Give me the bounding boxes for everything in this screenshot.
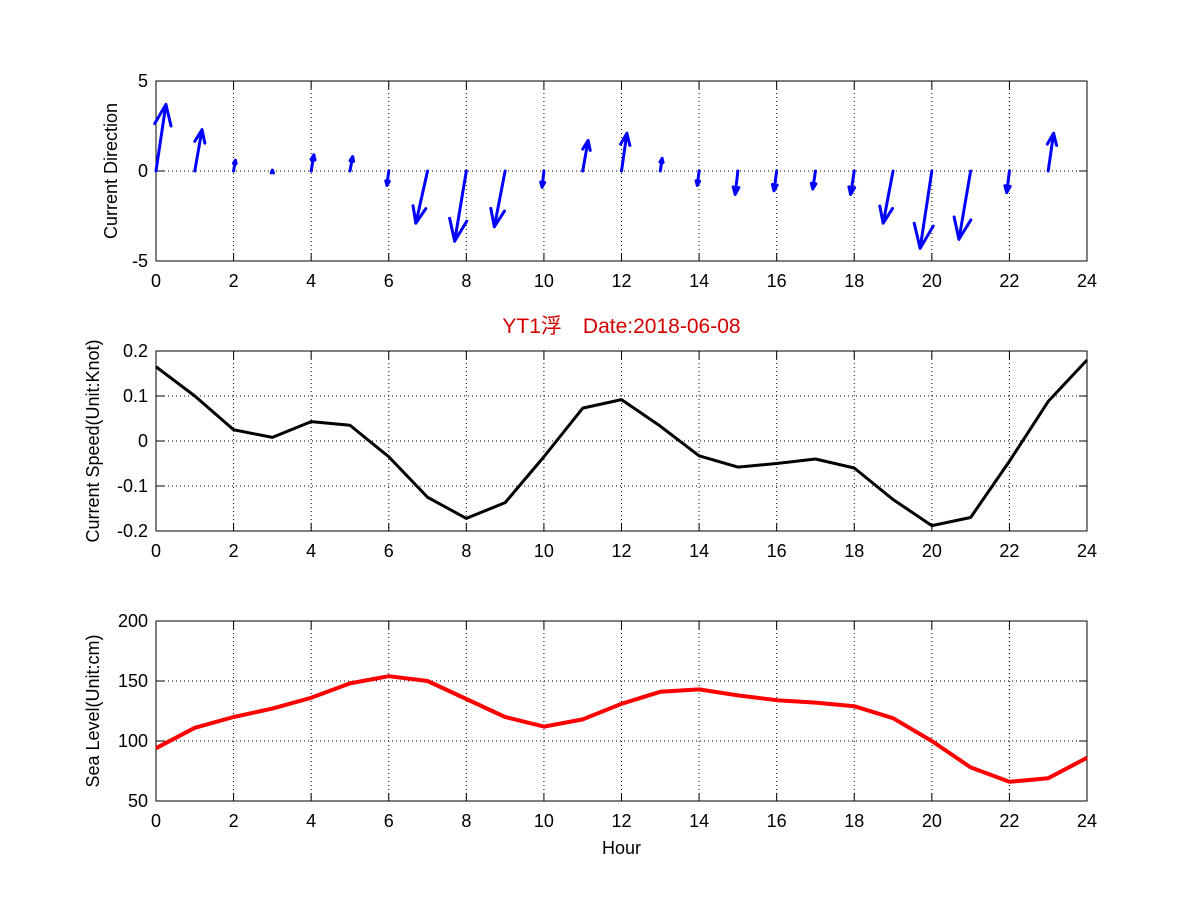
tick-label-x: 8 [461,811,471,831]
tick-label-y: -5 [132,251,148,271]
current-speed-line [155,358,1089,528]
tick-label-x: 24 [1077,811,1097,831]
tick-label-x: 20 [922,271,942,291]
tick-label-x: 2 [229,271,239,291]
tick-label-x: 24 [1077,541,1097,561]
current-arrow [912,169,935,250]
current-arrow [581,138,592,173]
tick-label-x: 10 [534,271,554,291]
current-arrow [658,156,665,173]
current-arrow [539,169,547,189]
tick-label-x: 4 [306,811,316,831]
tick-label-x: 16 [767,541,787,561]
tick-label-x: 14 [689,541,709,561]
tick-label-y: 0 [138,161,148,181]
tick-label-x: 18 [844,271,864,291]
tick-label-x: 6 [384,811,394,831]
tick-label-y: -0.2 [117,521,148,541]
tick-label-x: 22 [999,541,1019,561]
current-arrow [448,169,469,243]
tick-label-x: 2 [229,811,239,831]
current-arrow [232,158,238,173]
tick-label-y: 0 [138,431,148,451]
current-arrow [770,169,779,193]
tick-label-x: 20 [922,811,942,831]
tick-label-x: 2 [229,541,239,561]
current-arrow [952,169,973,241]
tick-label-x: 22 [999,811,1019,831]
tick-label-x: 18 [844,811,864,831]
current-arrow [193,128,207,173]
tick-label-x: 20 [922,541,942,561]
tick-label-x: 4 [306,271,316,291]
current-arrow [489,169,507,229]
current-arrow [694,169,702,187]
tick-label-x: 6 [384,271,394,291]
current-arrow [153,102,173,173]
tick-label-y: 0.1 [123,386,148,406]
tick-label-x: 10 [534,811,554,831]
tick-label-x: 8 [461,541,471,561]
tick-label-y: 50 [128,791,148,811]
tick-label-y: 100 [118,731,148,751]
tick-label-x: 12 [611,541,631,561]
tick-label-x: 22 [999,271,1019,291]
current-arrow [878,169,895,225]
tick-label-x: 0 [151,811,161,831]
tick-label-x: 8 [461,271,471,291]
tick-label-x: 24 [1077,271,1097,291]
tick-label-x: 12 [611,271,631,291]
current-arrow [384,169,391,187]
y-axis-label: Current Speed(Unit:Knot) [83,339,103,542]
tick-label-y: 5 [138,71,148,91]
current-arrow [348,155,356,173]
tick-label-y: 150 [118,671,148,691]
tick-label-y: 0.2 [123,341,148,361]
y-axis-label: Sea Level(Unit:cm) [83,634,103,787]
tick-label-x: 12 [611,811,631,831]
tick-label-x: 14 [689,271,709,291]
tick-label-y: -0.1 [117,476,148,496]
sea-level-line [155,674,1088,784]
x-axis-label: Hour [602,838,641,858]
current-arrow [1045,131,1059,173]
tick-label-x: 18 [844,541,864,561]
current-arrow [731,169,741,196]
tick-label-y: 200 [118,611,148,631]
current-arrow [847,169,857,196]
y-axis-label: Current Direction [101,103,121,239]
tick-label-x: 16 [767,811,787,831]
tick-label-x: 14 [689,811,709,831]
current-arrow [1003,169,1012,195]
chart-title: YT1浮 Date:2018-06-08 [502,315,740,338]
tick-label-x: 0 [151,541,161,561]
current-arrow [309,153,317,173]
current-arrow [411,169,430,225]
tick-label-x: 0 [151,271,161,291]
current-arrow [809,169,818,191]
current-arrow [619,131,632,173]
tick-label-x: 16 [767,271,787,291]
tick-label-x: 10 [534,541,554,561]
tick-label-x: 6 [384,541,394,561]
current-arrow [269,168,275,175]
tick-label-x: 4 [306,541,316,561]
